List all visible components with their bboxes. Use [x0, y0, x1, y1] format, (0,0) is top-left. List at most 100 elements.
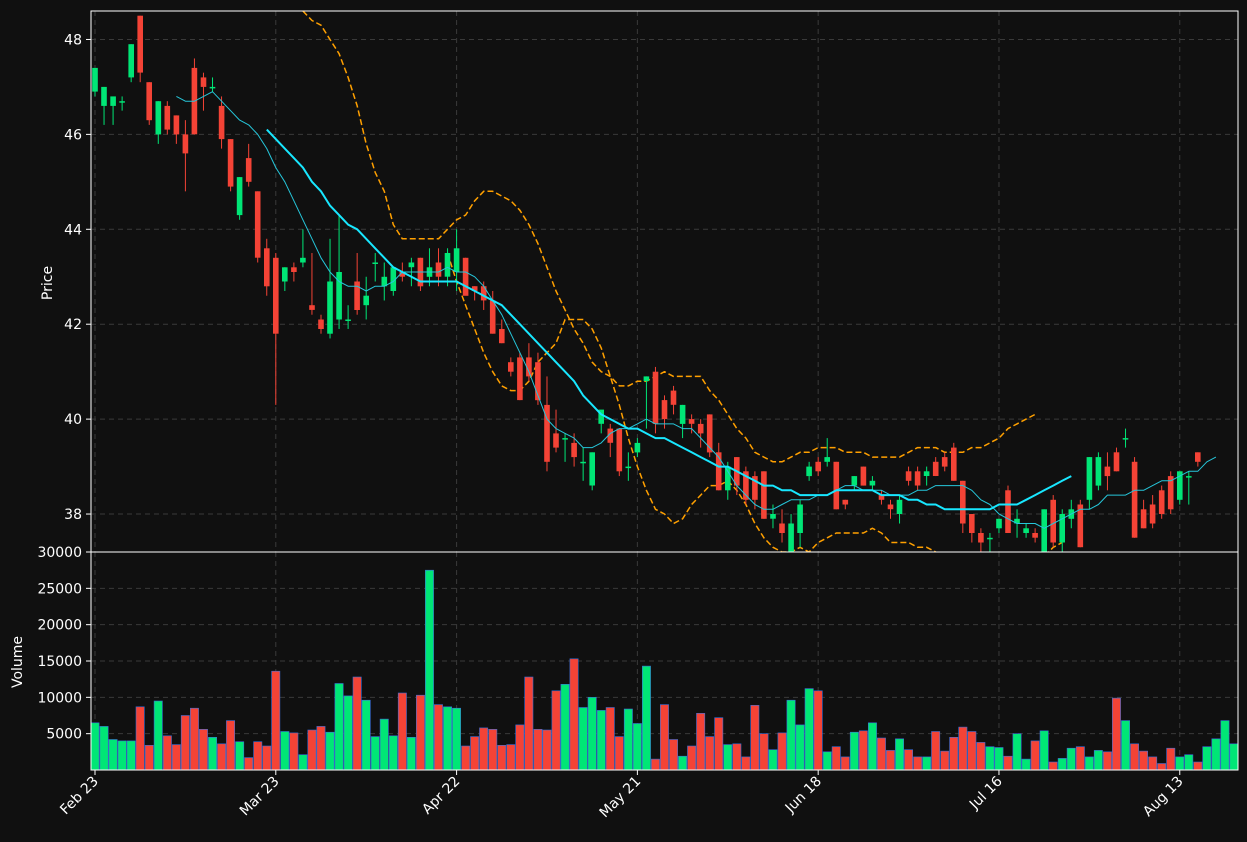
candle-body — [462, 257, 469, 296]
volume-bar — [135, 706, 145, 770]
candle-body — [688, 419, 695, 424]
volume-bar — [867, 722, 877, 770]
price-grid — [91, 11, 1238, 552]
volume-bar — [940, 750, 950, 770]
candle-body — [996, 518, 1002, 529]
candle-body — [1059, 514, 1065, 543]
candle-body — [1050, 499, 1056, 543]
volume-bar — [741, 756, 751, 770]
candle-body — [752, 476, 758, 500]
volume-tick-label: 20000 — [37, 618, 82, 634]
volume-bar — [117, 740, 127, 770]
volume-bar — [967, 731, 977, 770]
candle-body — [128, 44, 134, 78]
volume-bar — [1175, 756, 1185, 770]
volume-bar — [388, 735, 398, 770]
volume-bar — [1103, 751, 1112, 770]
volume-bar — [849, 731, 859, 770]
volume-bar — [1121, 720, 1131, 770]
candle-body — [987, 537, 993, 540]
volume-bar — [515, 724, 525, 770]
volume-bar — [858, 730, 868, 770]
volume-bar — [596, 710, 606, 770]
sma-slow-line — [266, 128, 1072, 511]
candle-body — [770, 514, 776, 519]
candle-body — [1186, 476, 1192, 478]
volume-bar — [370, 736, 380, 770]
volume-bar — [976, 742, 986, 770]
candle-body — [354, 281, 360, 310]
volume-bar — [732, 743, 742, 770]
moving-averages — [176, 91, 1217, 529]
volume-bar — [452, 707, 461, 770]
candle-body — [951, 447, 957, 481]
candle-body — [264, 248, 270, 287]
volume-bar — [1021, 758, 1031, 770]
candle-body — [309, 305, 315, 310]
candle-body — [1005, 490, 1011, 533]
volume-bar — [723, 744, 733, 770]
candle-body — [345, 319, 351, 321]
volume-bar — [1112, 697, 1121, 770]
volume-bar — [1075, 746, 1085, 770]
volume-bar — [379, 718, 389, 770]
candle-body — [589, 452, 595, 486]
volume-bar — [479, 727, 489, 770]
candle-body — [960, 480, 966, 524]
candle-body — [1077, 504, 1084, 548]
volume-bar — [687, 745, 697, 770]
candle-body — [643, 376, 650, 382]
candle-body — [1113, 452, 1120, 472]
candle-body — [1041, 509, 1047, 552]
volume-bar — [199, 728, 208, 770]
volume-bar — [91, 722, 100, 770]
candle-body — [887, 504, 894, 510]
volume-bar — [705, 736, 715, 770]
candle-body — [453, 248, 460, 272]
volume-tick-label: 25000 — [37, 581, 82, 597]
volume-bar — [352, 676, 362, 770]
volume-bar — [244, 757, 254, 770]
candle-body — [173, 115, 180, 135]
volume-bar — [605, 707, 615, 770]
volume-bar — [1202, 746, 1212, 770]
candle-body — [408, 262, 415, 268]
volume-bar — [108, 739, 118, 770]
price-tick-label: 42 — [64, 317, 82, 333]
volume-bar — [1003, 755, 1013, 770]
volume-bar — [623, 708, 633, 770]
candle-body — [941, 457, 948, 467]
volume-bar — [226, 720, 235, 770]
volume-bar — [524, 676, 534, 770]
volume-bar — [696, 712, 706, 770]
volume-bar — [1211, 738, 1221, 770]
candle-body — [508, 362, 514, 372]
candle-body — [969, 514, 975, 533]
candle-body — [779, 523, 785, 533]
candle-body — [236, 177, 243, 216]
candle-body — [562, 438, 568, 440]
volume-bar — [569, 658, 579, 770]
candle-body — [110, 96, 116, 106]
candle-body — [1095, 457, 1102, 486]
volume-bar — [497, 744, 507, 770]
candle-body — [327, 281, 333, 334]
candle-body — [598, 409, 604, 424]
volume-bar — [768, 749, 778, 770]
volume-bar — [578, 707, 588, 770]
volume-bar — [307, 729, 317, 770]
candle-body — [336, 272, 342, 320]
volume-bar — [289, 732, 299, 770]
candle-body — [1023, 528, 1029, 533]
candle-body — [1140, 509, 1147, 529]
price-axis-label: Price — [40, 266, 56, 300]
candle-body — [797, 504, 803, 533]
candle-body — [517, 357, 523, 401]
volume-bar — [316, 726, 326, 770]
volume-bar — [1084, 756, 1094, 770]
volume-bar — [99, 726, 109, 770]
volume-bar — [1193, 761, 1203, 770]
volume-bar — [759, 733, 769, 770]
candle-body — [318, 319, 324, 329]
